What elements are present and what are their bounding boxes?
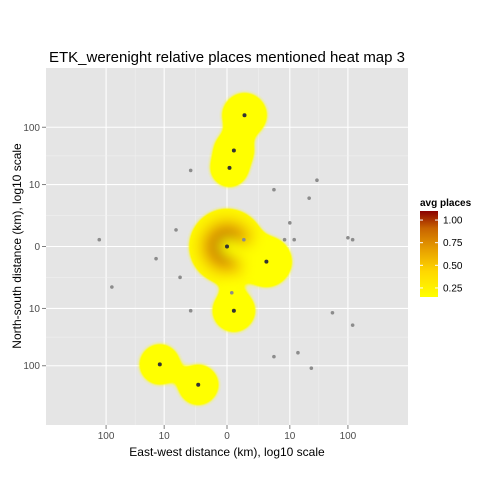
x-axis-ticks: 100 10 0 10 100	[98, 425, 357, 442]
legend-colorbar	[420, 211, 438, 297]
data-point	[346, 236, 350, 240]
data-point	[307, 196, 311, 200]
data-point	[97, 237, 102, 242]
data-point	[264, 259, 269, 264]
data-point	[296, 350, 300, 355]
x-tick-label: 10	[284, 431, 296, 442]
density-ridge	[218, 237, 276, 271]
y-tick-label: 10	[29, 180, 41, 191]
y-axis-title: North-south distance (km), log10 scale	[10, 143, 24, 349]
data-point	[350, 323, 355, 327]
data-point	[196, 382, 201, 387]
y-tick-label: 100	[23, 123, 40, 134]
legend-label: 1.00	[443, 216, 463, 227]
data-point	[110, 285, 114, 289]
data-point	[242, 237, 246, 242]
data-point	[229, 290, 234, 295]
legend-title: avg places	[420, 198, 472, 209]
legend: avg places 1.00 0.75 0.50 0.25	[420, 198, 472, 297]
y-tick-label: 0	[34, 242, 40, 253]
x-axis-title: East-west distance (km), log10 scale	[129, 445, 325, 459]
data-point	[272, 187, 276, 192]
data-point	[330, 310, 335, 315]
data-point	[231, 148, 236, 153]
x-tick-label: 0	[224, 431, 230, 442]
data-point	[272, 354, 276, 359]
data-point	[178, 275, 182, 280]
data-point	[188, 308, 193, 313]
data-point	[315, 178, 319, 183]
y-tick-label: 100	[23, 361, 40, 372]
data-point	[292, 237, 296, 242]
data-point	[157, 362, 162, 367]
data-point	[154, 256, 158, 261]
chart-title: ETK_werenight relative places mentioned …	[49, 49, 405, 66]
legend-label: 0.75	[443, 238, 463, 249]
data-point	[225, 244, 229, 249]
y-tick-label: 10	[29, 304, 41, 315]
data-point	[282, 237, 287, 242]
data-point	[288, 221, 292, 225]
x-tick-label: 100	[340, 431, 357, 442]
x-tick-label: 100	[98, 431, 115, 442]
density-ridge	[222, 283, 243, 320]
legend-label: 0.25	[443, 283, 463, 294]
legend-ticks: 1.00 0.75 0.50 0.25	[420, 216, 463, 294]
data-point	[227, 165, 232, 170]
data-point	[242, 113, 247, 118]
data-point	[188, 168, 193, 173]
data-point	[309, 366, 314, 370]
x-tick-label: 10	[159, 431, 171, 442]
data-point	[350, 237, 355, 242]
data-point	[231, 308, 236, 313]
data-point	[174, 228, 178, 232]
density-ridge	[220, 141, 243, 177]
data-points	[97, 113, 355, 387]
legend-label: 0.50	[443, 261, 463, 272]
